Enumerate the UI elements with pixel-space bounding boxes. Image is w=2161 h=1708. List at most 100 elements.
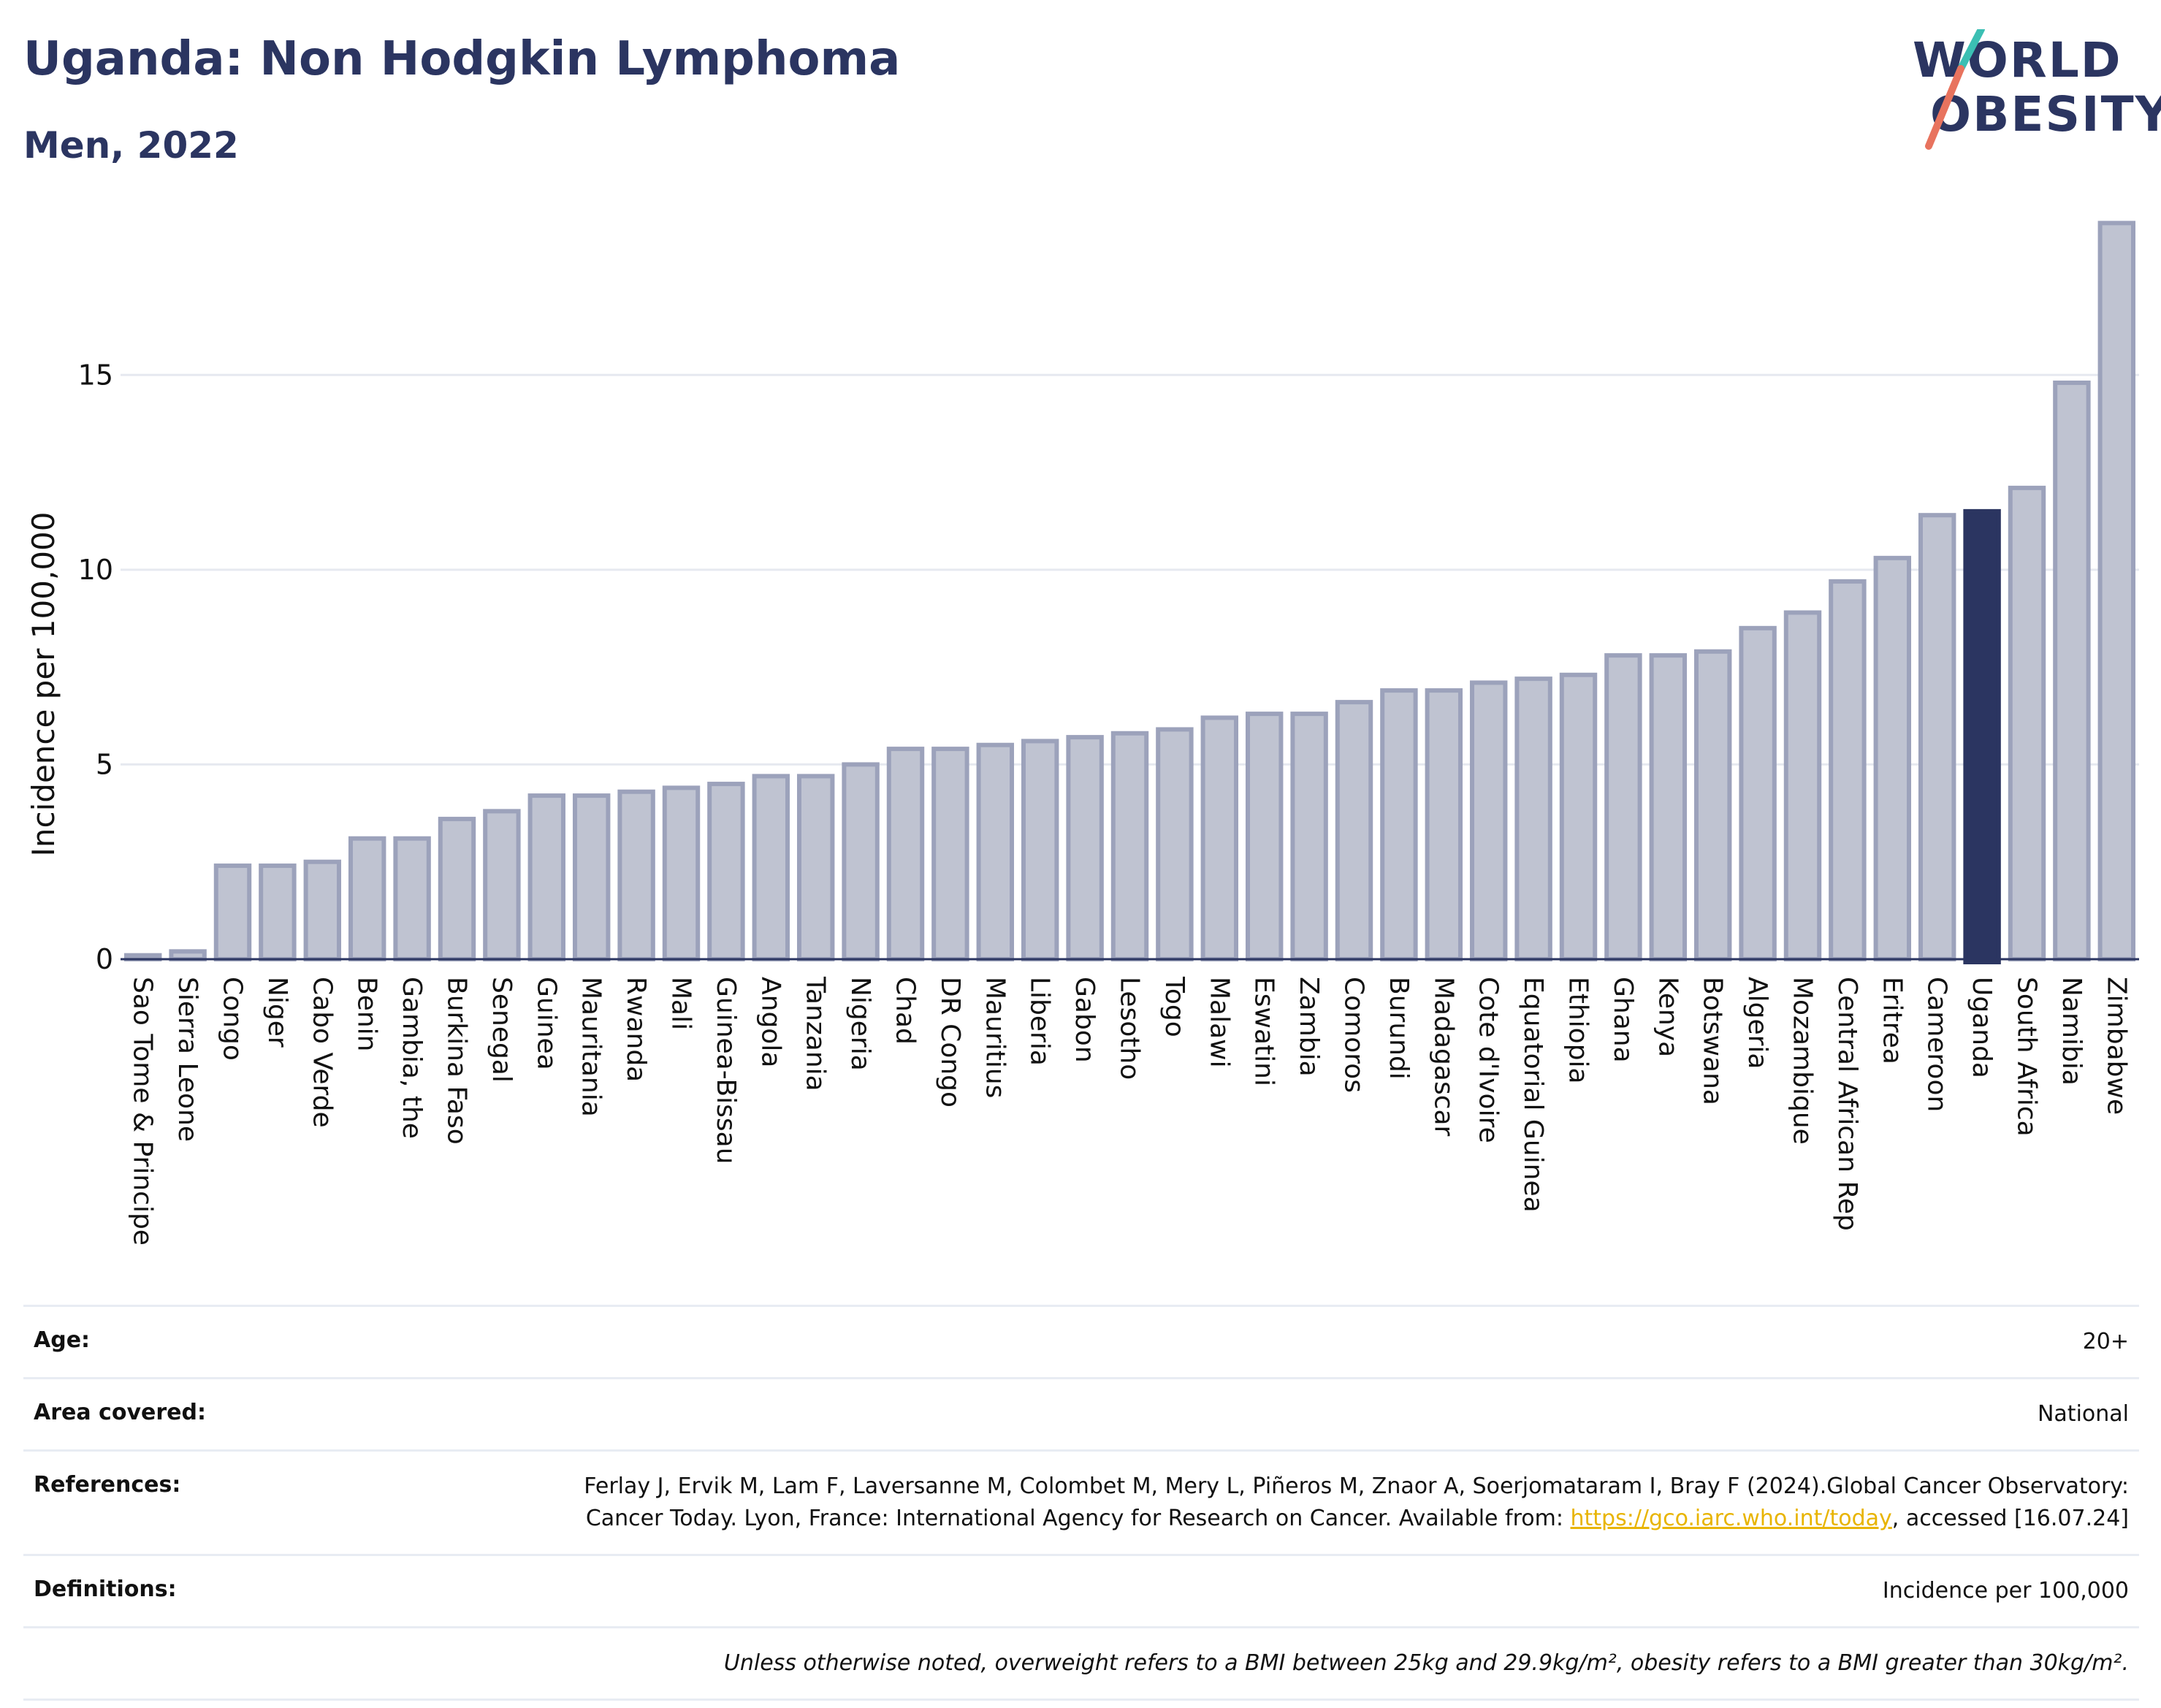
bar [1514,676,1552,962]
bar [1290,712,1328,961]
bar [796,774,835,961]
info-row-note: Unless otherwise noted, overweight refer… [23,1626,2139,1701]
logo-line-2: OBESITY [1930,86,2161,142]
bar [1469,680,1508,961]
x-tick-label: Chad [891,977,921,1045]
info-row-references: References: Ferlay J, Ervik M, Lam F, La… [23,1449,2139,1554]
x-tick-label: Uganda [1967,977,1997,1078]
bar [842,762,880,962]
info-table: Age: 20+ Area covered: National Referenc… [23,1305,2139,1701]
x-tick-label: Lesotho [1115,977,1145,1080]
x-tick-label: Senegal [487,977,517,1083]
y-tick-label: 0 [96,943,113,975]
bar [1693,649,1732,961]
logo-slash-icon [1925,29,1985,150]
x-tick-label: Congo [218,977,248,1061]
x-tick-label: South Africa [2012,977,2042,1137]
x-tick-label: Namibia [2057,977,2086,1086]
x-tick-label: Eritrea [1877,977,1907,1064]
bar [303,859,342,961]
x-tick-label: Togo [1159,976,1189,1037]
x-tick-label: Malawi [1204,977,1234,1068]
definitions-value: Incidence per 100,000 [1882,1578,2129,1604]
bar [527,793,566,961]
y-tick-label: 15 [78,359,113,391]
age-label: Age: [34,1327,91,1353]
x-tick-label: Mali [666,977,696,1030]
y-tick-label: 10 [78,554,113,586]
bar [1156,727,1194,961]
x-tick-label: Ghana [1608,977,1638,1063]
info-row-area: Area covered: National [23,1377,2139,1449]
area-label: Area covered: [34,1400,206,1425]
y-tick-label: 5 [96,748,113,780]
chart-svg: 0 5 10 15 Incidence per 100,000 Sao Tome & Pr… [26,221,2139,1246]
page-subtitle: Men, 2022 [23,124,239,167]
bar [976,742,1015,962]
bar [1873,555,1912,961]
x-tick-label: Algeria [1742,977,1772,1070]
x-tick-label: Comoros [1339,977,1369,1093]
x-tick-label: Burkina Faso [442,977,472,1145]
bar [1021,739,1059,961]
bar [1380,688,1418,961]
x-tick-label: Gambia, the [397,977,427,1139]
bar [259,863,297,962]
bar [752,774,790,961]
x-tick-label: Botswana [1698,977,1728,1105]
bar [1604,653,1642,961]
bar [1335,700,1373,961]
bar [617,789,655,962]
bar [1783,610,1822,962]
bar [2008,485,2046,961]
bar [1559,672,1598,961]
bar [483,809,521,962]
x-tick-label: Ethiopia [1563,977,1593,1084]
x-tick-label: Sao Tome & Principe [128,977,158,1246]
info-row-age: Age: 20+ [23,1305,2139,1377]
references-text-1: Ferlay J, Ervik M, Lam F, Laversanne M, … [584,1473,2129,1531]
x-tick-label: Zambia [1294,977,1324,1077]
bar [2053,380,2091,961]
bar [2097,221,2136,961]
references-value: Ferlay J, Ervik M, Lam F, Laversanne M, … [34,1471,2129,1535]
x-tick-label: Equatorial Guinea [1518,977,1548,1213]
x-tick-label: Guinea-Bissau [711,977,741,1164]
bar [438,817,476,962]
definitions-label: Definitions: [34,1577,177,1602]
area-value: National [2037,1401,2129,1427]
bar [1425,688,1463,961]
bar [213,863,252,962]
x-tick-label: Angola [755,977,785,1067]
references-text-2: , accessed [16.07.24] [1891,1506,2129,1531]
x-tick-label: Liberia [1025,977,1055,1066]
age-value: 20+ [2082,1329,2129,1354]
x-tick-label: Kenya [1653,977,1682,1057]
bar [931,747,969,961]
x-tick-label: Gabon [1070,977,1099,1063]
x-tick-label: Mauritius [980,977,1010,1098]
bar [886,747,925,961]
x-tick-label: Tanzania [801,976,831,1091]
bar [1066,735,1104,961]
bar-chart: 0 5 10 15 Incidence per 100,000 Sao Tome & Pr… [0,175,2161,1300]
bar [1649,653,1688,961]
x-tick-label: Benin [352,977,382,1051]
world-obesity-logo: WORLD OBESITY [1899,29,2161,153]
references-link[interactable]: https://gco.iarc.who.int/today [1570,1506,1892,1531]
bar [1110,731,1149,961]
x-tick-label: Cameroon [1922,977,1952,1112]
x-tick-label: Mauritania [576,977,606,1117]
bar [348,836,386,962]
references-label: References: [34,1472,181,1498]
x-tick-label: Guinea [531,977,561,1070]
logo-line-1: WORLD [1913,32,2122,88]
y-axis-title: Incidence per 100,000 [26,512,61,857]
x-tick-label: Cote d'Ivoire [1474,977,1503,1143]
x-tick-label: Eswatini [1249,977,1279,1086]
bmi-note: Unless otherwise noted, overweight refer… [723,1650,2129,1676]
bar [393,836,431,962]
bar-highlighted [1963,508,2001,964]
x-tick-label: Sierra Leone [172,977,202,1142]
x-tick-label: Zimbabwe [2101,977,2131,1115]
